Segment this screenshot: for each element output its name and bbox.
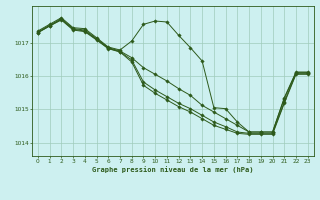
X-axis label: Graphe pression niveau de la mer (hPa): Graphe pression niveau de la mer (hPa)	[92, 166, 253, 173]
